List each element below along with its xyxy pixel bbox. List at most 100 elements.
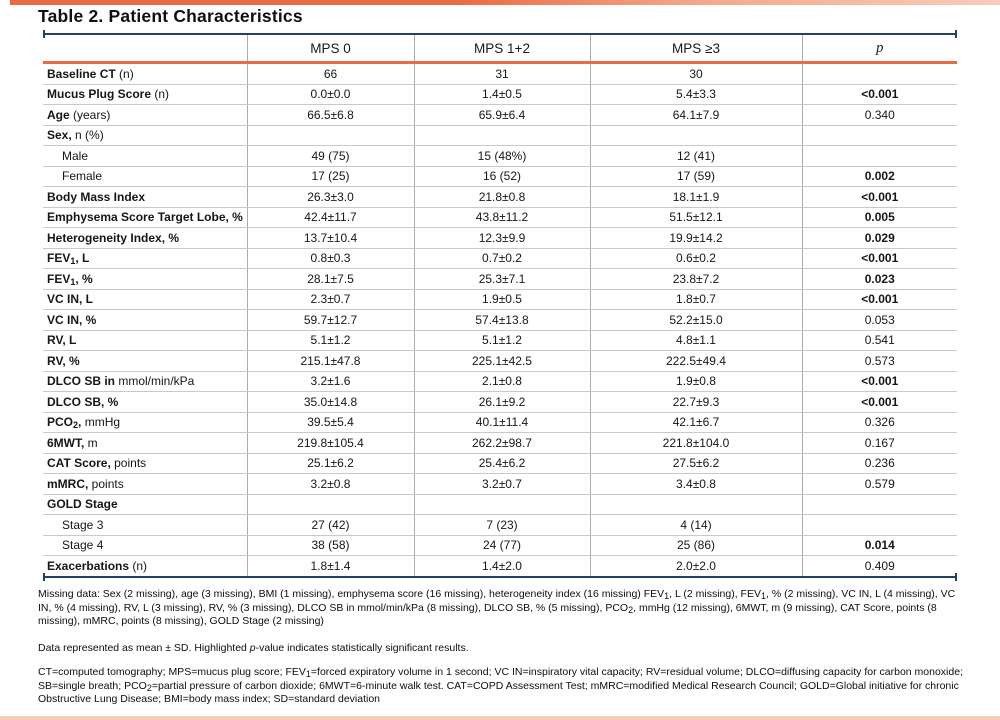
footnote-abbreviations: CT=computed tomography; MPS=mucus plug s… — [38, 666, 963, 705]
value-cell: 0.8±0.3 — [247, 248, 415, 269]
value-cell: 0.0±0.0 — [247, 84, 415, 105]
p-value-cell: <0.001 — [802, 371, 957, 392]
value-cell: 42.4±11.7 — [247, 207, 415, 228]
table-row: Mucus Plug Score (n) 0.0±0.0 1.4±0.5 5.4±3.… — [43, 84, 957, 105]
value-cell: 3.2±1.6 — [247, 371, 415, 392]
table-row: Emphysema Score Target Lobe, % 42.4±11.7 4… — [43, 207, 957, 228]
value-cell: 17 (59) — [590, 166, 803, 187]
row-label: FEV1, % — [43, 268, 248, 290]
value-cell: 51.5±12.1 — [590, 207, 803, 228]
value-cell: 1.8±1.4 — [247, 555, 415, 576]
value-cell: 262.2±98.7 — [414, 432, 591, 454]
table-row: Sex, n (%) — [43, 125, 957, 146]
value-cell: 0.7±0.2 — [414, 248, 591, 269]
row-label: Emphysema Score Target Lobe, % — [43, 207, 248, 228]
value-cell: 3.2±0.8 — [247, 473, 415, 495]
value-cell — [414, 494, 591, 515]
row-label: 6MWT, m — [43, 432, 248, 454]
table-row: DLCO SB in mmol/min/kPa 3.2±1.6 2.1±0.8 1.9… — [43, 371, 957, 392]
value-cell: 24 (77) — [414, 535, 591, 556]
footnote-mean-sd: Data represented as mean ± SD. Highlight… — [38, 642, 469, 654]
value-cell: 22.7±9.3 — [590, 391, 803, 413]
value-cell: 64.1±7.9 — [590, 104, 803, 126]
p-value-cell: 0.573 — [802, 350, 957, 372]
row-label: RV, % — [43, 350, 248, 372]
value-cell: 1.9±0.5 — [414, 289, 591, 310]
value-cell: 25 (86) — [590, 535, 803, 556]
table-row: CAT Score, points 25.1±6.2 25.4±6.2 27.5±6.… — [43, 453, 957, 474]
table-bottom-rule — [43, 572, 957, 581]
p-value-cell: 0.236 — [802, 453, 957, 474]
row-label: Sex, n (%) — [43, 125, 248, 146]
p-value-cell — [802, 125, 957, 146]
header-cell: p — [876, 39, 884, 56]
value-cell: 4 (14) — [590, 514, 803, 536]
table-row: RV, L 5.1±1.2 5.1±1.2 4.8±1.1 0.541 — [43, 330, 957, 351]
p-value-cell: 0.002 — [802, 166, 957, 187]
value-cell: 219.8±105.4 — [247, 432, 415, 454]
row-label: PCO2, mmHg — [43, 412, 248, 433]
value-cell: 35.0±14.8 — [247, 391, 415, 413]
row-label: DLCO SB, % — [43, 391, 248, 413]
row-label: Male — [43, 145, 248, 167]
accent-top-bar — [10, 0, 1000, 5]
header-cell-blank — [43, 35, 248, 61]
value-cell: 5.1±1.2 — [247, 330, 415, 351]
value-cell: 25.1±6.2 — [247, 453, 415, 474]
value-cell: 25.3±7.1 — [414, 268, 591, 290]
footnote-missing-data: Missing data: Sex (2 missing), age (3 mi… — [38, 588, 956, 627]
table-row: Female 17 (25) 16 (52) 17 (59) 0.002 — [43, 166, 957, 187]
p-value-cell: 0.029 — [802, 227, 957, 249]
p-value-cell: <0.001 — [802, 84, 957, 105]
value-cell — [590, 125, 803, 146]
p-value-cell: 0.409 — [864, 558, 895, 573]
value-cell: 0.6±0.2 — [590, 248, 803, 269]
patient-characteristics-table: MPS 0 MPS 1+2 MPS ≥3 p Baseline CT (n) 66 31 3… — [43, 30, 957, 581]
row-label: Stage 3 — [43, 514, 248, 536]
value-cell: 27 (42) — [247, 514, 415, 536]
value-cell: 40.1±11.4 — [414, 412, 591, 433]
value-cell: 27.5±6.2 — [590, 453, 803, 474]
p-value-cell — [802, 494, 957, 515]
row-label: Age (years) — [43, 104, 248, 126]
p-value-cell: <0.001 — [802, 186, 957, 208]
table-row: 6MWT, m 219.8±105.4 262.2±98.7 221.8±104.0 0… — [43, 432, 957, 454]
p-value-cell: 0.579 — [802, 473, 957, 495]
table-row: GOLD Stage — [43, 494, 957, 515]
row-label: Stage 4 — [43, 535, 248, 556]
table-row: PCO2, mmHg 39.5±5.4 40.1±11.4 42.1±6.7 0.326 — [43, 412, 957, 433]
value-cell: 5.1±1.2 — [414, 330, 591, 351]
row-label: RV, L — [43, 330, 248, 351]
table-row: Stage 3 27 (42) 7 (23) 4 (14) — [43, 514, 957, 536]
p-value-cell — [802, 145, 957, 167]
p-value-cell — [802, 514, 957, 536]
p-value-cell: <0.001 — [802, 248, 957, 269]
value-cell: 2.1±0.8 — [414, 371, 591, 392]
value-cell: 2.0±2.0 — [590, 555, 803, 576]
value-cell: 26.1±9.2 — [414, 391, 591, 413]
table-row: Baseline CT (n) 66 31 30 — [43, 64, 957, 85]
value-cell: 225.1±42.5 — [414, 350, 591, 372]
header-cell: MPS 1+2 — [414, 35, 591, 61]
value-cell: 1.9±0.8 — [590, 371, 803, 392]
row-label: Exacerbations (n) — [43, 555, 248, 576]
table-body: Baseline CT (n) 66 31 30 Mucus Plug Score (n… — [43, 64, 957, 576]
value-cell: 43.8±11.2 — [414, 207, 591, 228]
value-cell: 65.9±6.4 — [414, 104, 591, 126]
row-label: Body Mass Index — [43, 186, 248, 208]
value-cell: 13.7±10.4 — [247, 227, 415, 249]
p-value-cell: <0.001 — [802, 289, 957, 310]
p-value-cell: 0.167 — [802, 432, 957, 454]
table-row: Male 49 (75) 15 (48%) 12 (41) — [43, 145, 957, 167]
value-cell — [414, 125, 591, 146]
value-cell: 215.1±47.8 — [247, 350, 415, 372]
value-cell: 221.8±104.0 — [590, 432, 803, 454]
row-label: GOLD Stage — [43, 494, 248, 515]
value-cell: 66.5±6.8 — [247, 104, 415, 126]
value-cell: 19.9±14.2 — [590, 227, 803, 249]
value-cell — [247, 494, 415, 515]
value-cell — [590, 494, 803, 515]
value-cell: 12 (41) — [590, 145, 803, 167]
value-cell: 25.4±6.2 — [414, 453, 591, 474]
value-cell: 15 (48%) — [414, 145, 591, 167]
